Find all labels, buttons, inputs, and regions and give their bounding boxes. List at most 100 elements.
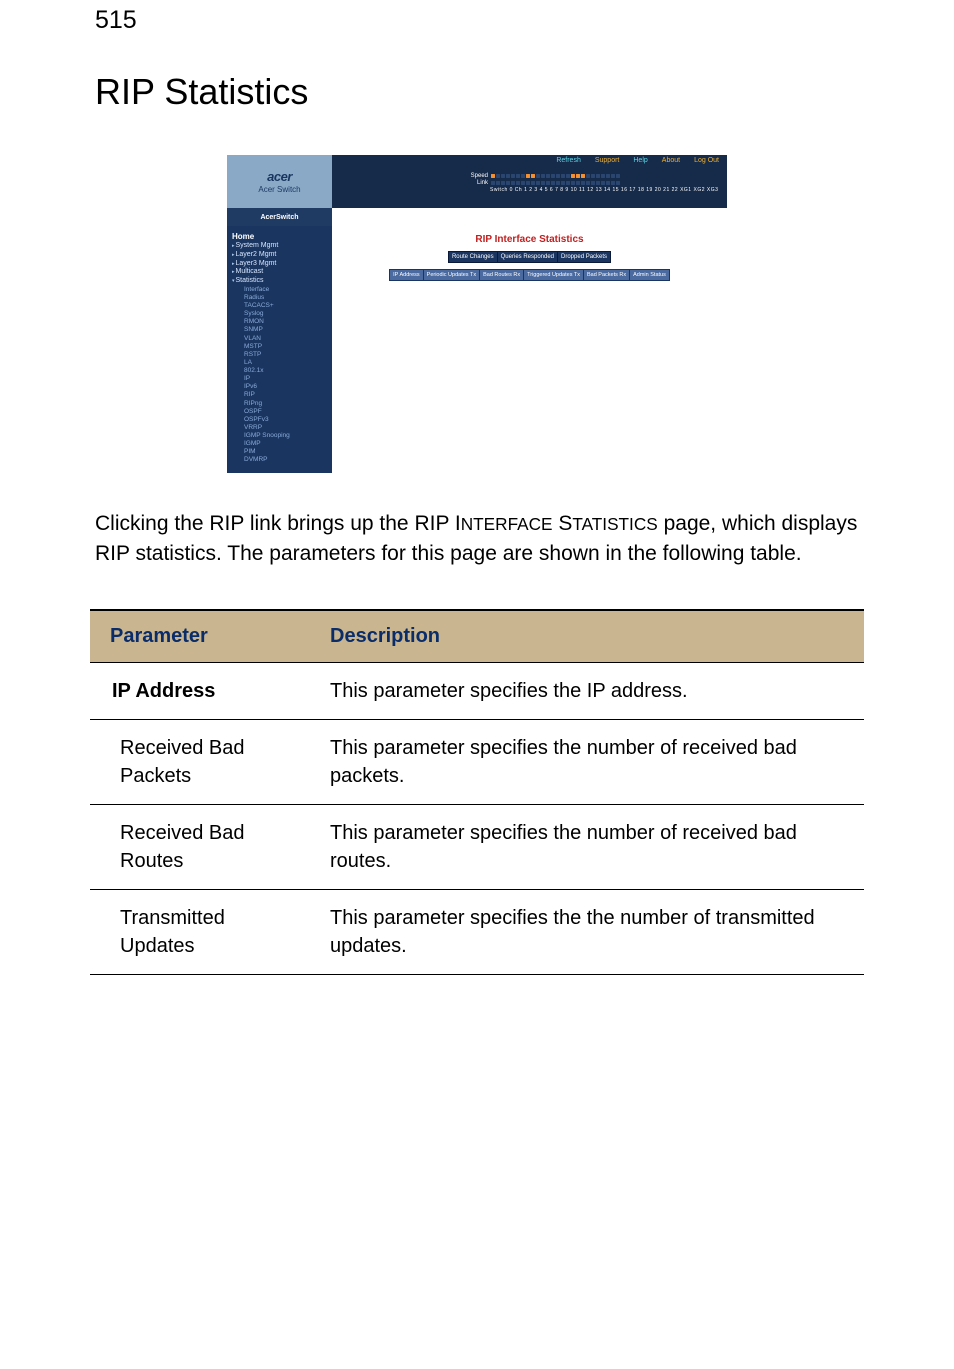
port-dot xyxy=(571,174,575,178)
nav-item[interactable]: System Mgmt xyxy=(232,242,327,251)
link-refresh[interactable]: Refresh xyxy=(556,157,581,164)
port-dots xyxy=(491,181,620,185)
nav-item[interactable]: Home xyxy=(232,232,327,242)
port-dots xyxy=(491,174,620,178)
nav-item[interactable]: RSTP xyxy=(232,351,327,359)
port-dot xyxy=(561,181,565,185)
column-header-cell: IP Address xyxy=(390,270,424,281)
param-desc-cell: This parameter specifies the IP address. xyxy=(310,662,864,719)
nav-item[interactable]: MSTP xyxy=(232,343,327,351)
nav-item[interactable]: IGMP Snooping xyxy=(232,432,327,440)
link-support[interactable]: Support xyxy=(595,157,620,164)
port-dot xyxy=(496,181,500,185)
port-dot xyxy=(521,174,525,178)
nav-item[interactable]: Layer2 Mgmt xyxy=(232,251,327,260)
port-row-label: Link xyxy=(462,180,488,186)
nav-item[interactable]: Statistics xyxy=(232,277,327,286)
port-dot xyxy=(501,174,505,178)
summary-table: Route ChangesQueries RespondedDropped Pa… xyxy=(448,251,611,263)
column-header-cell: Periodic Updates Tx xyxy=(423,270,479,281)
port-dot xyxy=(546,174,550,178)
link-help[interactable]: Help xyxy=(633,157,647,164)
port-dot xyxy=(606,174,610,178)
port-dot xyxy=(581,181,585,185)
brand-subtitle: Acer Switch xyxy=(258,185,300,194)
top-link-bar: Refresh Support Help About Log Out xyxy=(556,157,719,164)
param-desc-cell: This parameter specifies the number of r… xyxy=(310,804,864,889)
port-dot xyxy=(521,181,525,185)
port-dot xyxy=(551,181,555,185)
nav-item[interactable]: Syslog xyxy=(232,310,327,318)
port-row: Link xyxy=(462,180,727,186)
port-dot xyxy=(501,181,505,185)
main-panel: RIP Interface Statistics Route ChangesQu… xyxy=(332,226,727,473)
port-dot xyxy=(566,174,570,178)
nav-item[interactable]: Interface xyxy=(232,286,327,294)
nav-item[interactable]: DVMRP xyxy=(232,456,327,464)
page-number: 515 xyxy=(95,6,864,35)
nav-item[interactable]: RIP xyxy=(232,391,327,399)
param-desc-cell: This parameter specifies the the number … xyxy=(310,889,864,974)
sidebar-header: AcerSwitch xyxy=(227,208,332,226)
screenshot-logo-panel: acer Acer Switch xyxy=(227,155,332,208)
nav-item[interactable]: Radius xyxy=(232,294,327,302)
nav-item[interactable]: OSPF xyxy=(232,408,327,416)
port-dot xyxy=(581,174,585,178)
port-dot xyxy=(541,174,545,178)
param-name-cell: Transmitted Updates xyxy=(90,889,310,974)
port-row: Speed xyxy=(462,173,727,179)
column-header-cell: Triggered Updates Tx xyxy=(524,270,584,281)
nav-item[interactable]: 802.1x xyxy=(232,367,327,375)
nav-item[interactable]: PIM xyxy=(232,448,327,456)
nav-item[interactable]: IPv6 xyxy=(232,383,327,391)
nav-item[interactable]: LA xyxy=(232,359,327,367)
port-dot xyxy=(591,174,595,178)
nav-item[interactable]: VRRP xyxy=(232,424,327,432)
nav-item[interactable]: RMON xyxy=(232,318,327,326)
port-dot xyxy=(546,181,550,185)
nav-item[interactable]: OSPFv3 xyxy=(232,416,327,424)
brand-logo: acer xyxy=(267,169,292,184)
header-parameter: Parameter xyxy=(90,610,310,663)
nav-item[interactable]: RIPng xyxy=(232,400,327,408)
port-dot xyxy=(541,181,545,185)
link-logout[interactable]: Log Out xyxy=(694,157,719,164)
nav-item[interactable]: SNMP xyxy=(232,326,327,334)
port-dot xyxy=(596,174,600,178)
port-indicator-block: SpeedLinkSwitch 0 Ch 1 2 3 4 5 6 7 8 9 1… xyxy=(462,173,727,193)
port-dot xyxy=(576,174,580,178)
port-dot xyxy=(601,174,605,178)
port-dot xyxy=(591,181,595,185)
column-header-cell: Bad Routes Rx xyxy=(480,270,524,281)
port-dot xyxy=(496,174,500,178)
link-about[interactable]: About xyxy=(662,157,680,164)
param-desc-cell: This parameter specifies the number of r… xyxy=(310,719,864,804)
param-name-cell: IP Address xyxy=(90,662,310,719)
port-dot xyxy=(556,181,560,185)
port-dot xyxy=(516,181,520,185)
screenshot: acer Acer Switch Refresh Support Help Ab… xyxy=(227,155,727,473)
nav-item[interactable]: IGMP xyxy=(232,440,327,448)
header-description: Description xyxy=(310,610,864,663)
summary-header-cell: Queries Responded xyxy=(497,252,557,263)
port-dot xyxy=(561,174,565,178)
sidebar-header-label: AcerSwitch xyxy=(260,214,298,221)
parameter-table: Parameter Description IP AddressThis par… xyxy=(90,609,864,975)
port-dot xyxy=(511,181,515,185)
port-dot xyxy=(511,174,515,178)
port-dot xyxy=(616,181,620,185)
port-dot xyxy=(526,174,530,178)
nav-item[interactable]: Multicast xyxy=(232,268,327,277)
body-paragraph: Clicking the RIP link brings up the RIP … xyxy=(95,509,864,569)
port-dot xyxy=(606,181,610,185)
nav-item[interactable]: VLAN xyxy=(232,335,327,343)
table-row: Received Bad PacketsThis parameter speci… xyxy=(90,719,864,804)
screenshot-container: acer Acer Switch Refresh Support Help Ab… xyxy=(90,155,864,473)
nav-item[interactable]: TACACS+ xyxy=(232,302,327,310)
port-dot xyxy=(586,181,590,185)
nav-item[interactable]: Layer3 Mgmt xyxy=(232,260,327,269)
param-name-cell: Received Bad Packets xyxy=(90,719,310,804)
nav-item[interactable]: IP xyxy=(232,375,327,383)
summary-header-cell: Route Changes xyxy=(448,252,497,263)
param-name-cell: Received Bad Routes xyxy=(90,804,310,889)
